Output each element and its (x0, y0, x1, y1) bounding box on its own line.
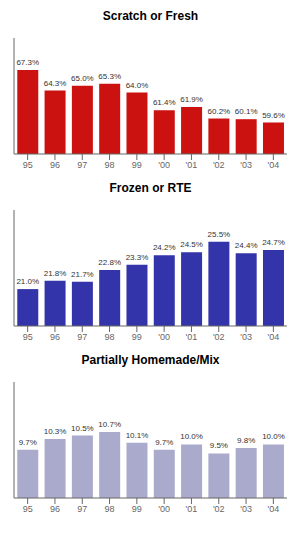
html-text:Partially Homemade/Mix: Partially Homemade/Mix (81, 353, 220, 367)
svg-text:'02: '02 (213, 504, 225, 514)
svg-text:'00: '00 (158, 504, 170, 514)
svg-text:9.7%: 9.7% (155, 438, 173, 447)
svg-text:60.2%: 60.2% (208, 107, 231, 116)
svg-text:21.7%: 21.7% (71, 270, 94, 279)
svg-text:64.0%: 64.0% (126, 81, 149, 90)
svg-text:22.8%: 22.8% (98, 258, 121, 267)
svg-text:98: 98 (105, 332, 115, 342)
svg-text:95: 95 (23, 504, 33, 514)
svg-text:24.2%: 24.2% (153, 243, 176, 252)
svg-text:'03: '03 (240, 504, 252, 514)
svg-text:99: 99 (132, 160, 142, 170)
html-text:Scratch or Fresh: Scratch or Fresh (102, 9, 199, 23)
svg-text:25.5%: 25.5% (208, 230, 231, 239)
svg-text:10.5%: 10.5% (71, 424, 94, 433)
svg-text:21.8%: 21.8% (44, 269, 67, 278)
html-text:Frozen or RTE: Frozen or RTE (109, 181, 192, 195)
svg-text:95: 95 (23, 332, 33, 342)
svg-text:'02: '02 (213, 332, 225, 342)
svg-text:9.7%: 9.7% (19, 438, 37, 447)
svg-text:'02: '02 (213, 160, 225, 170)
svg-text:60.1%: 60.1% (235, 107, 258, 116)
svg-text:65.3%: 65.3% (98, 72, 121, 81)
svg-text:21.0%: 21.0% (16, 277, 39, 286)
svg-text:97: 97 (77, 332, 87, 342)
svg-text:'01: '01 (186, 332, 198, 342)
svg-text:65.0%: 65.0% (71, 74, 94, 83)
svg-text:'01: '01 (186, 504, 198, 514)
svg-text:67.3%: 67.3% (16, 58, 39, 67)
svg-text:10.0%: 10.0% (180, 432, 203, 441)
svg-text:98: 98 (105, 504, 115, 514)
svg-text:10.3%: 10.3% (44, 427, 67, 436)
svg-text:95: 95 (23, 160, 33, 170)
svg-text:96: 96 (50, 160, 60, 170)
svg-text:9.5%: 9.5% (210, 441, 228, 450)
svg-text:23.3%: 23.3% (126, 253, 149, 262)
svg-text:96: 96 (50, 504, 60, 514)
svg-text:'00: '00 (158, 332, 170, 342)
svg-text:10.0%: 10.0% (262, 432, 285, 441)
svg-text:24.7%: 24.7% (262, 238, 285, 247)
svg-text:64.3%: 64.3% (44, 79, 67, 88)
svg-text:99: 99 (132, 504, 142, 514)
svg-text:'04: '04 (267, 160, 279, 170)
svg-text:61.4%: 61.4% (153, 98, 176, 107)
svg-text:9.8%: 9.8% (237, 436, 255, 445)
svg-text:96: 96 (50, 332, 60, 342)
svg-text:24.4%: 24.4% (235, 241, 258, 250)
svg-text:'00: '00 (158, 160, 170, 170)
svg-text:59.6%: 59.6% (262, 111, 285, 120)
svg-text:97: 97 (77, 160, 87, 170)
svg-text:98: 98 (105, 160, 115, 170)
svg-text:'03: '03 (240, 160, 252, 170)
svg-text:61.9%: 61.9% (180, 95, 203, 104)
svg-text:10.7%: 10.7% (98, 420, 121, 429)
svg-text:97: 97 (77, 504, 87, 514)
svg-text:'01: '01 (186, 160, 198, 170)
svg-text:'04: '04 (267, 504, 279, 514)
svg-text:99: 99 (132, 332, 142, 342)
svg-text:24.5%: 24.5% (180, 240, 203, 249)
svg-text:10.1%: 10.1% (126, 431, 149, 440)
svg-text:'04: '04 (267, 332, 279, 342)
svg-text:'03: '03 (240, 332, 252, 342)
